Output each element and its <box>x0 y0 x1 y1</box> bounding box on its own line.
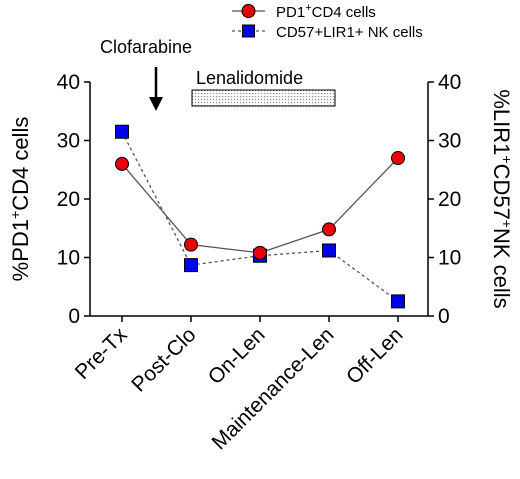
y-right-tick-label: 30 <box>438 130 461 153</box>
clofarabine-label: Clofarabine <box>100 37 192 57</box>
legend-label-nk: CD57+LIR1+ NK cells <box>276 24 423 41</box>
series-layer <box>115 124 405 309</box>
y-left-tick-label: 10 <box>57 247 80 270</box>
y-right-tick-label: 10 <box>438 247 461 270</box>
data-point-nk <box>391 294 405 309</box>
legend-marker-nk <box>242 24 255 38</box>
y-right-tick-label: 40 <box>438 71 461 94</box>
data-point-pd1 <box>322 222 336 237</box>
legend: PD1+CD4 cells CD57+LIR1+ NK cells <box>232 2 423 41</box>
x-tick-label: Maintenance-Len <box>208 323 339 454</box>
data-point-nk <box>115 124 129 139</box>
data-point-pd1 <box>391 151 405 166</box>
series-line-nk <box>121 131 399 302</box>
x-tick-label: Pre-Tx <box>71 323 132 384</box>
y-left-ticks: 0 10 20 30 40 <box>57 71 90 328</box>
y-right-tick-label: 20 <box>438 188 461 211</box>
x-tick-label: On-Len <box>204 323 270 389</box>
y-left-tick-label: 20 <box>57 188 80 211</box>
lenalidomide-bar <box>191 89 336 107</box>
x-tick-label: Post-Clo <box>127 323 200 396</box>
y-right-ticks: 0 10 20 30 40 <box>428 71 461 328</box>
y-left-tick-label: 30 <box>57 130 80 153</box>
clofarabine-arrow <box>149 67 163 111</box>
lenalidomide-label: Lenalidomide <box>196 68 303 88</box>
data-point-nk <box>184 258 198 273</box>
y-right-axis-label: %LIR1+CD57+NK cells <box>489 89 515 308</box>
y-left-axis-label: %PD1+CD4 cells <box>7 117 33 282</box>
data-point-nk <box>322 243 336 258</box>
legend-marker-pd1 <box>241 4 256 18</box>
y-left-tick-label: 0 <box>68 305 80 328</box>
legend-label-pd1: PD1+CD4 cells <box>276 2 376 21</box>
series-lines <box>121 131 399 302</box>
y-left-tick-label: 40 <box>57 71 80 94</box>
data-point-pd1 <box>184 237 198 252</box>
data-point-pd1 <box>115 156 129 171</box>
series-line-pd1 <box>121 157 399 254</box>
data-point-pd1 <box>253 245 267 260</box>
x-tick-label: Off-Len <box>342 323 408 389</box>
y-right-tick-label: 0 <box>438 305 450 328</box>
series-markers <box>115 124 405 309</box>
